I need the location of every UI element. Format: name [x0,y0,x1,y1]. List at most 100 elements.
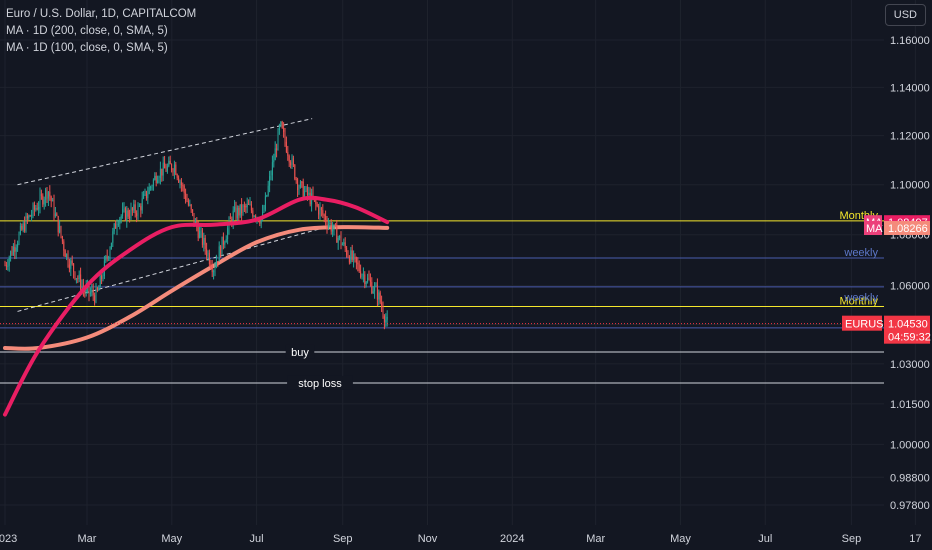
x-tick-label: 17 [909,533,921,545]
candle-body [182,185,184,187]
candle-body [232,210,234,224]
candle-body [326,221,328,227]
candle-body [235,206,237,218]
candle-body [133,204,135,211]
candle-body [266,195,268,197]
candle-body [200,230,202,232]
candle-body [108,257,110,259]
candle-body [206,248,208,256]
candle-body [117,223,119,225]
ma-tag-label: MA [866,223,883,235]
candle-body [341,244,343,246]
candle-body [255,216,257,219]
y-axis[interactable]: 1.160001.140001.120001.100001.080001.060… [890,35,930,512]
y-tick-label: 1.16000 [890,35,930,47]
candle-body [299,181,301,188]
candle-body [201,230,203,245]
candle-body [148,187,150,194]
candle-body [353,254,355,261]
candle-body [264,196,266,210]
candle-body [361,275,363,277]
candle-body [40,194,42,196]
candle-body [46,189,48,199]
candle-body [138,206,140,208]
candle-body [250,204,252,211]
x-tick-label: May [670,533,691,545]
candle-body [161,168,163,176]
x-axis[interactable]: 2023 Mar May Jul Sep Nov 2024 Mar May Jul Sep 17 [0,533,921,545]
candle-body [323,214,325,216]
candle-body [325,215,327,222]
candle-body [197,227,199,238]
y-tick-label: 1.10000 [890,180,930,192]
candle-body [360,271,362,277]
candle-body [180,181,182,186]
candle-body [340,235,342,246]
candle-body [53,199,55,217]
candle-body [39,194,41,207]
candle-body [4,265,6,267]
ma200-line [3,225,390,351]
candle-body [32,204,34,216]
candle-body [7,265,9,267]
candle-body [137,206,139,216]
candle-body [155,175,157,183]
ma200-legend[interactable]: MA · 1D (200, close, 0, SMA, 5) [6,25,168,37]
candle-body [159,168,161,178]
candle-body [61,236,63,242]
candle-body [192,209,194,214]
candle-body [77,278,79,280]
candle-body [99,275,101,288]
y-tick-label: 1.12000 [890,131,930,143]
candle-body [123,208,125,210]
candle-body [294,164,296,179]
candle-body [306,187,308,195]
candle-body [131,207,133,211]
candle-body [382,307,384,317]
candle-body [385,319,387,323]
candle-body [5,265,7,267]
candle-body [169,160,171,165]
candle-body [343,242,345,245]
candle-body [175,164,177,175]
candle-body [375,285,377,287]
candle-body [36,208,38,210]
candle-body [273,160,275,163]
candle-body [246,203,248,208]
candle-body [263,209,265,212]
y-tick-label: 1.00000 [890,439,930,451]
candle-body [187,201,189,205]
candle-body [183,186,185,194]
candle-body [120,215,122,219]
candle-body [278,125,280,131]
candle-body [297,179,299,190]
candle-body [35,208,37,210]
candle-body [193,213,195,224]
candle-body [292,158,294,165]
candle-body [81,286,83,290]
candle-body [92,290,94,296]
level-label: Monthly [839,296,878,308]
symbol-title[interactable]: Euro / U.S. Dollar, 1D, CAPITALCOM [6,8,197,20]
candle-body [11,251,13,255]
y-tick-label: 1.14000 [890,82,930,94]
candle-body [94,295,96,302]
candle-body [89,292,91,294]
candle-body [57,215,59,233]
horizontal-lines: MonthlyweeklyMonthlyweeklybuystop losswe… [0,210,884,390]
candle-body [96,288,98,291]
candle-body [285,141,287,152]
currency-button[interactable]: USD [884,4,926,26]
bar-countdown: 04:59:32 [888,332,931,344]
candle-body [52,199,54,202]
candle-body [274,148,276,161]
candle-body [158,177,160,181]
candle-body [332,229,334,232]
ma100-legend[interactable]: MA · 1D (100, close, 0, SMA, 5) [6,42,168,54]
candle-body [288,155,290,163]
candle-body [383,316,385,323]
candle-body [357,262,359,265]
candle-body [236,207,238,218]
candle-body [242,205,244,214]
